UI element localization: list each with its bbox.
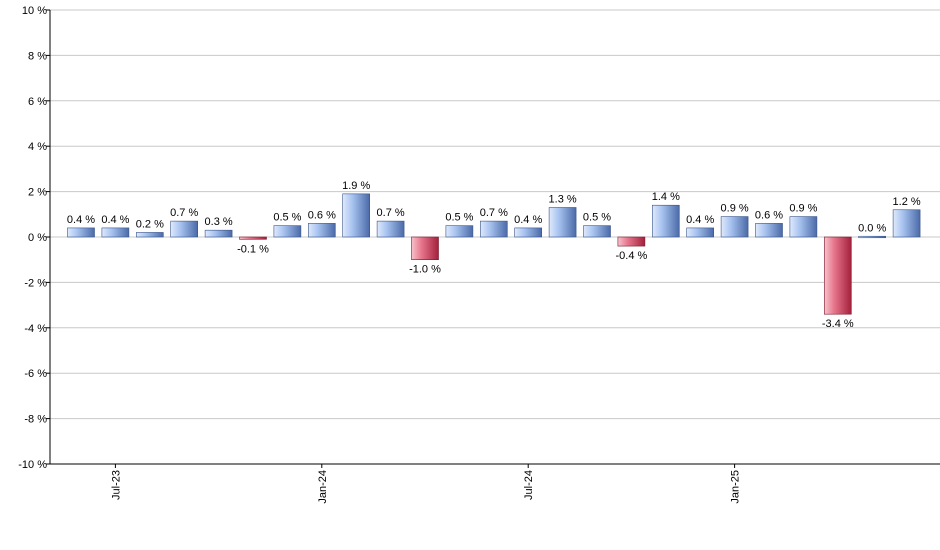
data-label: 0.0 % xyxy=(858,222,886,234)
axes xyxy=(46,9,940,468)
data-label: 1.2 % xyxy=(893,196,921,208)
bar xyxy=(892,209,921,238)
x-tick-label: Jan-24 xyxy=(317,470,329,504)
bar xyxy=(720,216,749,238)
y-tick-label: 10 % xyxy=(22,5,47,17)
x-tick-label: Jan-25 xyxy=(730,470,742,504)
data-label: 1.4 % xyxy=(652,191,680,203)
data-labels: 0.4 % 0.4 % 0.2 % 0.7 % 0.3 % -0.1 % 0.5 % 0.6 … xyxy=(67,180,921,330)
bar xyxy=(583,225,611,238)
x-tick-label: Jul-24 xyxy=(523,470,535,500)
bar xyxy=(548,207,577,238)
data-label: -1.0 % xyxy=(409,264,441,276)
data-label: 1.9 % xyxy=(342,180,370,192)
y-tick-label: -4 % xyxy=(24,323,47,335)
y-tick-label: -2 % xyxy=(24,277,47,289)
y-tick-label: 6 % xyxy=(28,96,47,108)
bar xyxy=(342,193,371,238)
bar xyxy=(789,216,818,238)
bar xyxy=(307,223,336,238)
bar xyxy=(239,236,267,240)
y-tick-label: -6 % xyxy=(24,368,47,380)
data-label: 0.9 % xyxy=(721,203,749,215)
data-label: -0.4 % xyxy=(616,250,648,262)
data-label: 0.7 % xyxy=(480,207,508,219)
data-label: 0.6 % xyxy=(755,209,783,221)
bar xyxy=(101,227,130,238)
y-tick-label: 0 % xyxy=(28,232,47,244)
bar xyxy=(479,220,508,238)
bar xyxy=(67,227,95,238)
x-tick-label: Jul-23 xyxy=(110,470,122,500)
data-label: 0.5 % xyxy=(445,212,473,224)
bar xyxy=(651,204,680,238)
bar xyxy=(204,229,233,238)
data-label: 0.9 % xyxy=(789,203,817,215)
bar xyxy=(686,227,715,238)
data-label: 0.3 % xyxy=(205,216,233,228)
bar xyxy=(273,225,302,238)
bar xyxy=(170,220,198,238)
bar xyxy=(445,225,474,238)
bar xyxy=(617,236,646,247)
bar xyxy=(514,227,543,238)
data-label: 0.7 % xyxy=(377,207,405,219)
data-label: 0.5 % xyxy=(273,212,301,224)
x-axis-tick-labels: Jul-23 Jan-24 Jul-24 Jan-25 xyxy=(110,470,741,504)
y-tick-label: -8 % xyxy=(24,414,47,426)
bar xyxy=(858,235,887,239)
data-label: 0.4 % xyxy=(686,214,714,226)
data-label: 0.6 % xyxy=(308,209,336,221)
y-tick-label: 4 % xyxy=(28,141,47,153)
data-label: 0.5 % xyxy=(583,212,611,224)
y-axis-tick-labels: 10 % 8 % 6 % 4 % 2 % 0 % -2 % -4 % -6 % -8 % -10 % xyxy=(18,5,47,471)
y-tick-label: 2 % xyxy=(28,187,47,199)
bars xyxy=(67,193,921,315)
data-label: -0.1 % xyxy=(237,243,269,255)
bar xyxy=(823,236,852,315)
y-tick-label: -10 % xyxy=(18,459,47,471)
data-label: 0.4 % xyxy=(67,214,95,226)
data-label: 0.4 % xyxy=(514,214,542,226)
data-label: 1.3 % xyxy=(549,193,577,205)
bar xyxy=(411,236,439,261)
data-label: 0.2 % xyxy=(136,218,164,230)
bar xyxy=(376,220,405,238)
y-tick-label: 8 % xyxy=(28,50,47,62)
data-label: -3.4 % xyxy=(822,318,854,330)
data-label: 0.7 % xyxy=(170,207,198,219)
bar xyxy=(755,223,783,238)
data-label: 0.4 % xyxy=(101,214,129,226)
bar xyxy=(136,232,164,238)
